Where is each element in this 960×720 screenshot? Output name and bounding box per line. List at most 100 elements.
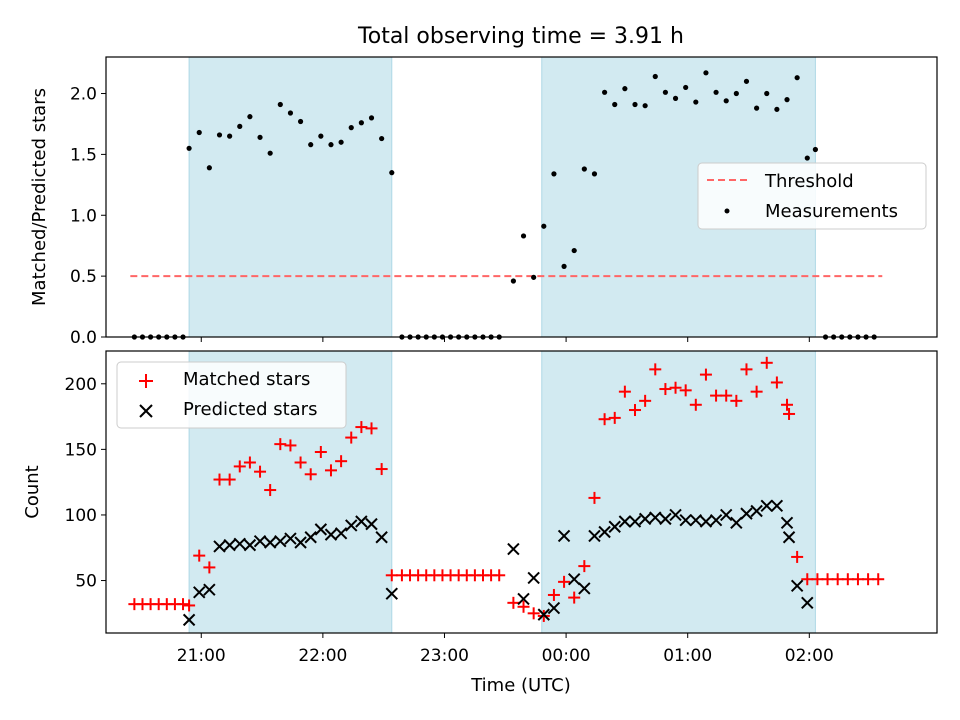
predicted-star-point bbox=[780, 516, 794, 530]
matched-stars-points bbox=[128, 356, 885, 622]
predicted-star-point bbox=[588, 529, 601, 543]
bottom-y-tick-label: 50 bbox=[75, 572, 97, 592]
matched-star-point bbox=[629, 404, 642, 417]
predicted-star-point bbox=[385, 587, 398, 600]
matched-star-point bbox=[862, 573, 875, 586]
measurement-point bbox=[632, 101, 638, 108]
measurement-point bbox=[642, 103, 648, 109]
measurement-point bbox=[561, 263, 567, 269]
legend-threshold-label: Threshold bbox=[764, 171, 854, 192]
top-x-ticks bbox=[200, 337, 810, 342]
matched-star-point bbox=[264, 484, 277, 497]
legend-matched-label: Matched stars bbox=[183, 369, 310, 390]
predicted-star-point bbox=[770, 499, 784, 512]
predicted-star-point bbox=[567, 573, 581, 586]
matched-star-point bbox=[811, 573, 824, 586]
matched-star-point bbox=[730, 394, 743, 407]
matched-star-point bbox=[527, 607, 540, 620]
matched-star-point bbox=[689, 398, 702, 411]
measurement-point bbox=[237, 123, 243, 129]
predicted-star-point bbox=[760, 499, 773, 512]
measurement-point bbox=[794, 75, 800, 81]
matched-star-point bbox=[324, 464, 337, 477]
predicted-star-point bbox=[324, 528, 338, 541]
matched-star-point bbox=[760, 356, 773, 369]
matched-star-point bbox=[783, 407, 796, 420]
matched-star-point bbox=[243, 456, 256, 469]
matched-star-point bbox=[578, 560, 591, 573]
bottom-legend-box bbox=[116, 361, 347, 429]
matched-star-point bbox=[493, 569, 506, 582]
matched-star-point bbox=[598, 413, 611, 426]
matched-star-point bbox=[618, 385, 631, 398]
predicted-star-point bbox=[263, 536, 277, 549]
predicted-star-point bbox=[689, 513, 703, 527]
bottom-shaded-regions bbox=[188, 351, 816, 633]
predicted-star-point bbox=[537, 608, 551, 621]
predicted-star-point bbox=[294, 536, 307, 549]
measurement-point bbox=[216, 132, 223, 138]
measurement-point bbox=[206, 165, 212, 171]
predicted-star-point bbox=[730, 516, 743, 530]
measurement-point bbox=[247, 114, 253, 120]
top-plot-frame bbox=[105, 56, 938, 338]
predicted-star-point bbox=[720, 508, 733, 522]
measurement-point bbox=[672, 95, 679, 101]
measurement-point bbox=[733, 90, 739, 97]
predicted-star-point bbox=[203, 583, 216, 596]
matched-star-point bbox=[568, 591, 581, 604]
predicted-star-point bbox=[578, 582, 591, 595]
matched-star-point bbox=[821, 573, 834, 586]
measurement-point bbox=[602, 89, 608, 95]
predicted-star-point bbox=[182, 613, 196, 627]
measurement-point bbox=[693, 99, 699, 105]
legend-measurements-swatch bbox=[724, 208, 730, 214]
bottom-y-axis-label: Count bbox=[22, 465, 43, 518]
predicted-star-point bbox=[334, 527, 348, 540]
matched-star-point bbox=[588, 491, 601, 504]
predicted-star-point bbox=[345, 519, 358, 532]
bottom-y-tick-label: 100 bbox=[65, 506, 97, 526]
bottom-panel: 50 100 150 200 21:00 22:00 23:00 00:00 01:00 02:… bbox=[22, 350, 938, 696]
measurement-point bbox=[551, 171, 557, 177]
predicted-star-point bbox=[659, 512, 672, 526]
measurement-point bbox=[358, 120, 364, 126]
predicted-star-point bbox=[304, 531, 317, 544]
measurement-point bbox=[328, 142, 334, 148]
measurement-point bbox=[652, 73, 658, 80]
matched-star-point bbox=[183, 599, 196, 612]
matched-star-point bbox=[872, 573, 885, 586]
matched-star-point bbox=[314, 445, 327, 458]
predicted-star-point bbox=[790, 579, 804, 592]
matched-star-point bbox=[699, 368, 712, 381]
matched-star-point bbox=[710, 389, 723, 402]
matched-star-point bbox=[345, 431, 358, 444]
x-tick-label: 23:00 bbox=[420, 646, 469, 666]
matched-star-point bbox=[355, 421, 368, 434]
matched-star-point bbox=[193, 549, 206, 562]
predicted-star-point bbox=[223, 538, 236, 552]
predicted-star-point bbox=[782, 531, 796, 544]
matched-star-point bbox=[294, 456, 307, 469]
bottom-plot-frame bbox=[105, 350, 938, 634]
matched-star-point bbox=[507, 596, 520, 609]
predicted-star-point bbox=[709, 513, 723, 527]
predicted-star-point bbox=[608, 520, 621, 533]
top-shaded-region-1 bbox=[189, 57, 392, 337]
matched-star-point bbox=[177, 598, 190, 611]
measurement-point bbox=[267, 150, 273, 156]
measurement-point bbox=[379, 135, 385, 142]
predicted-star-point bbox=[213, 540, 226, 553]
measurement-point bbox=[662, 89, 669, 95]
matched-star-point bbox=[274, 438, 287, 451]
measurement-point bbox=[348, 125, 354, 131]
matched-star-point bbox=[639, 394, 652, 407]
measurement-point bbox=[227, 133, 233, 139]
top-legend-box bbox=[697, 162, 927, 230]
x-tick-label: 00:00 bbox=[542, 646, 591, 666]
matched-star-point bbox=[791, 550, 804, 563]
matched-star-point bbox=[365, 422, 378, 435]
measurement-point bbox=[683, 84, 689, 91]
predicted-star-point bbox=[598, 525, 611, 539]
